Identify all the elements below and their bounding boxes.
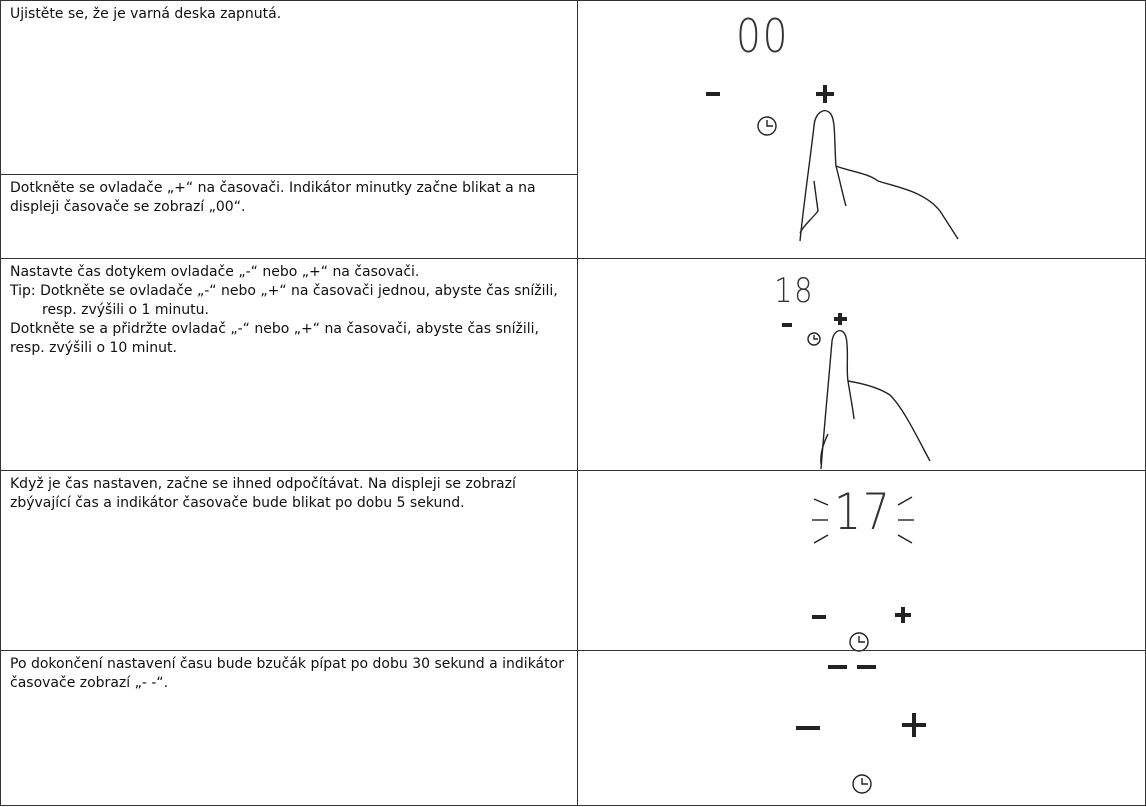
illustration-cell: 00 — [577, 0, 1146, 259]
instruction-text: Když je čas nastaven, začne se ihned odp… — [10, 476, 516, 511]
illustration-cell: 18 — [577, 258, 1146, 471]
touch-illustration — [782, 313, 931, 470]
illustration-cell: 17 — [577, 470, 1146, 652]
dash-illustration — [796, 665, 926, 794]
text-cell: Když je čas nastaven, začne se ihned odp… — [0, 470, 578, 651]
touch-illustration — [706, 85, 959, 242]
illustration-cell — [577, 650, 1146, 806]
instruction-text: Nastavte čas dotykem ovladače „-“ nebo „… — [10, 264, 420, 280]
text-cell: Po dokončení nastavení času bude bzučák … — [0, 650, 578, 806]
display-digits: 18 — [774, 271, 815, 311]
blink-illustration — [812, 496, 914, 652]
instruction-text: Dotkněte se ovladače „+“ na časovači. In… — [10, 180, 536, 215]
text-cell: Ujistěte se, že je varná deska zapnutá. — [0, 0, 578, 175]
instruction-text: Dotkněte se a přidržte ovladač „-“ nebo … — [10, 321, 539, 356]
display-digits: 00 — [736, 9, 790, 63]
instruction-text: Po dokončení nastavení času bude bzučák … — [10, 656, 564, 691]
instruction-text: Ujistěte se, že je varná deska zapnutá. — [10, 6, 282, 22]
text-cell: Nastavte čas dotykem ovladače „-“ nebo „… — [0, 258, 578, 471]
instruction-text: Tip: Dotkněte se ovladače „-“ nebo „+“ n… — [10, 283, 558, 318]
display-digits: 17 — [834, 483, 892, 541]
text-cell: Dotkněte se ovladače „+“ na časovači. In… — [0, 174, 578, 259]
